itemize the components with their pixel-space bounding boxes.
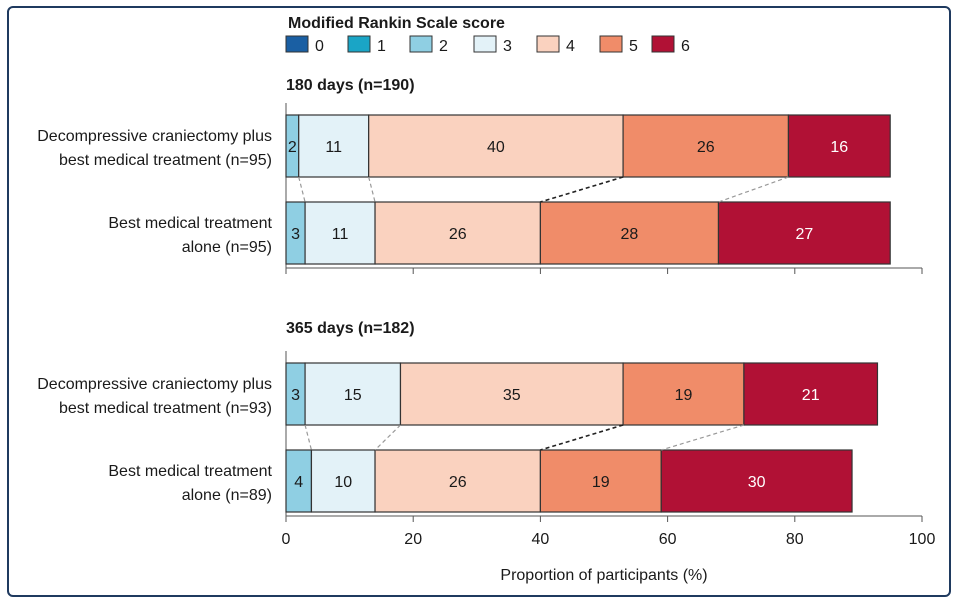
bar-segment-1-0-mrs5 (622, 362, 745, 426)
bar-label-0-1-mrs2: 3 (291, 226, 300, 243)
bar-label-1-1-mrs6: 30 (748, 474, 766, 491)
legend-swatch-2 (409, 35, 433, 53)
x-tick-label-80: 80 (786, 531, 804, 548)
bar-label-1-0-mrs5: 19 (675, 387, 693, 404)
panel-title-0: 180 days (n=190) (286, 77, 415, 94)
legend-swatch-1 (347, 35, 371, 53)
x-tick-label-40: 40 (532, 531, 550, 548)
connector-1-mrs3 (374, 424, 401, 451)
legend-label-3: 3 (503, 38, 512, 55)
x-tick-label-20: 20 (404, 531, 422, 548)
row-label-1-0-line1: Decompressive craniectomy plus (37, 376, 272, 393)
row-label-0-1-line1: Best medical treatment (108, 215, 272, 232)
legend-label-5: 5 (629, 38, 638, 55)
bar-segment-1-1-mrs4 (374, 449, 542, 513)
bar-label-0-0-mrs5: 26 (697, 139, 715, 156)
row-label-1-1-line2: alone (n=89) (182, 487, 272, 504)
bar-label-1-1-mrs4: 26 (449, 474, 467, 491)
bar-label-0-0-mrs2: 2 (288, 139, 297, 156)
bar-label-1-1-mrs2: 4 (294, 474, 303, 491)
bar-segment-0-1-mrs6 (717, 201, 891, 265)
x-axis-label: Proportion of participants (%) (500, 567, 707, 584)
bar-segment-0-1-mrs4 (374, 201, 542, 265)
connector-1-mrs5 (661, 424, 745, 451)
row-label-1-1-line1: Best medical treatment (108, 463, 272, 480)
connector-0-mrs3 (368, 176, 376, 203)
legend-label-0: 0 (315, 38, 324, 55)
bar-segment-0-0-mrs6 (787, 114, 891, 178)
bar-label-0-0-mrs3: 11 (325, 139, 342, 156)
connector-0-mrs5 (718, 176, 789, 203)
bar-segment-0-0-mrs3 (298, 114, 370, 178)
x-tick-label-60: 60 (659, 531, 677, 548)
bar-label-0-0-mrs6: 16 (830, 139, 848, 156)
bar-label-1-0-mrs6: 21 (802, 387, 820, 404)
legend-swatch-6 (651, 35, 675, 53)
bar-label-0-1-mrs4: 26 (449, 226, 467, 243)
row-label-1-0-line2: best medical treatment (n=93) (59, 400, 272, 417)
x-tick-label-0: 0 (282, 531, 291, 548)
legend-label-4: 4 (566, 38, 575, 55)
bar-segment-1-0-mrs6 (743, 362, 879, 426)
bar-segment-1-0-mrs3 (304, 362, 402, 426)
legend-swatch-4 (536, 35, 560, 53)
x-tick-label-100: 100 (909, 531, 936, 548)
bar-label-1-0-mrs4: 35 (503, 387, 521, 404)
bar-label-0-1-mrs6: 27 (795, 226, 813, 243)
legend-swatch-3 (473, 35, 497, 53)
legend-label-2: 2 (439, 38, 448, 55)
connector-0-mrs4 (540, 176, 624, 203)
bar-segment-1-1-mrs2 (285, 449, 313, 513)
bar-label-0-1-mrs3: 11 (332, 226, 349, 243)
bar-segment-1-1-mrs3 (310, 449, 376, 513)
bar-segment-1-1-mrs6 (660, 449, 853, 513)
connector-1-mrs2 (304, 424, 313, 451)
connector-1-mrs4 (540, 424, 624, 451)
bar-label-1-0-mrs3: 15 (344, 387, 362, 404)
bar-segment-0-1-mrs3 (304, 201, 376, 265)
legend-swatch-5 (599, 35, 623, 53)
bar-label-0-1-mrs5: 28 (621, 226, 639, 243)
panel-title-1: 365 days (n=182) (286, 320, 415, 337)
legend-title: Modified Rankin Scale score (288, 15, 505, 32)
legend-label-1: 1 (377, 38, 386, 55)
bar-label-0-0-mrs4: 40 (487, 139, 505, 156)
connector-0-mrs2 (298, 176, 306, 203)
bar-segment-1-0-mrs4 (399, 362, 624, 426)
legend-label-6: 6 (681, 38, 690, 55)
bar-label-1-1-mrs5: 19 (592, 474, 610, 491)
row-label-0-0-line1: Decompressive craniectomy plus (37, 128, 272, 145)
figure-frame (7, 6, 951, 597)
bar-label-1-0-mrs2: 3 (291, 387, 300, 404)
legend-swatch-0 (285, 35, 309, 53)
row-label-0-1-line2: alone (n=95) (182, 239, 272, 256)
row-label-0-0-line2: best medical treatment (n=95) (59, 152, 272, 169)
bar-label-1-1-mrs3: 10 (334, 474, 352, 491)
